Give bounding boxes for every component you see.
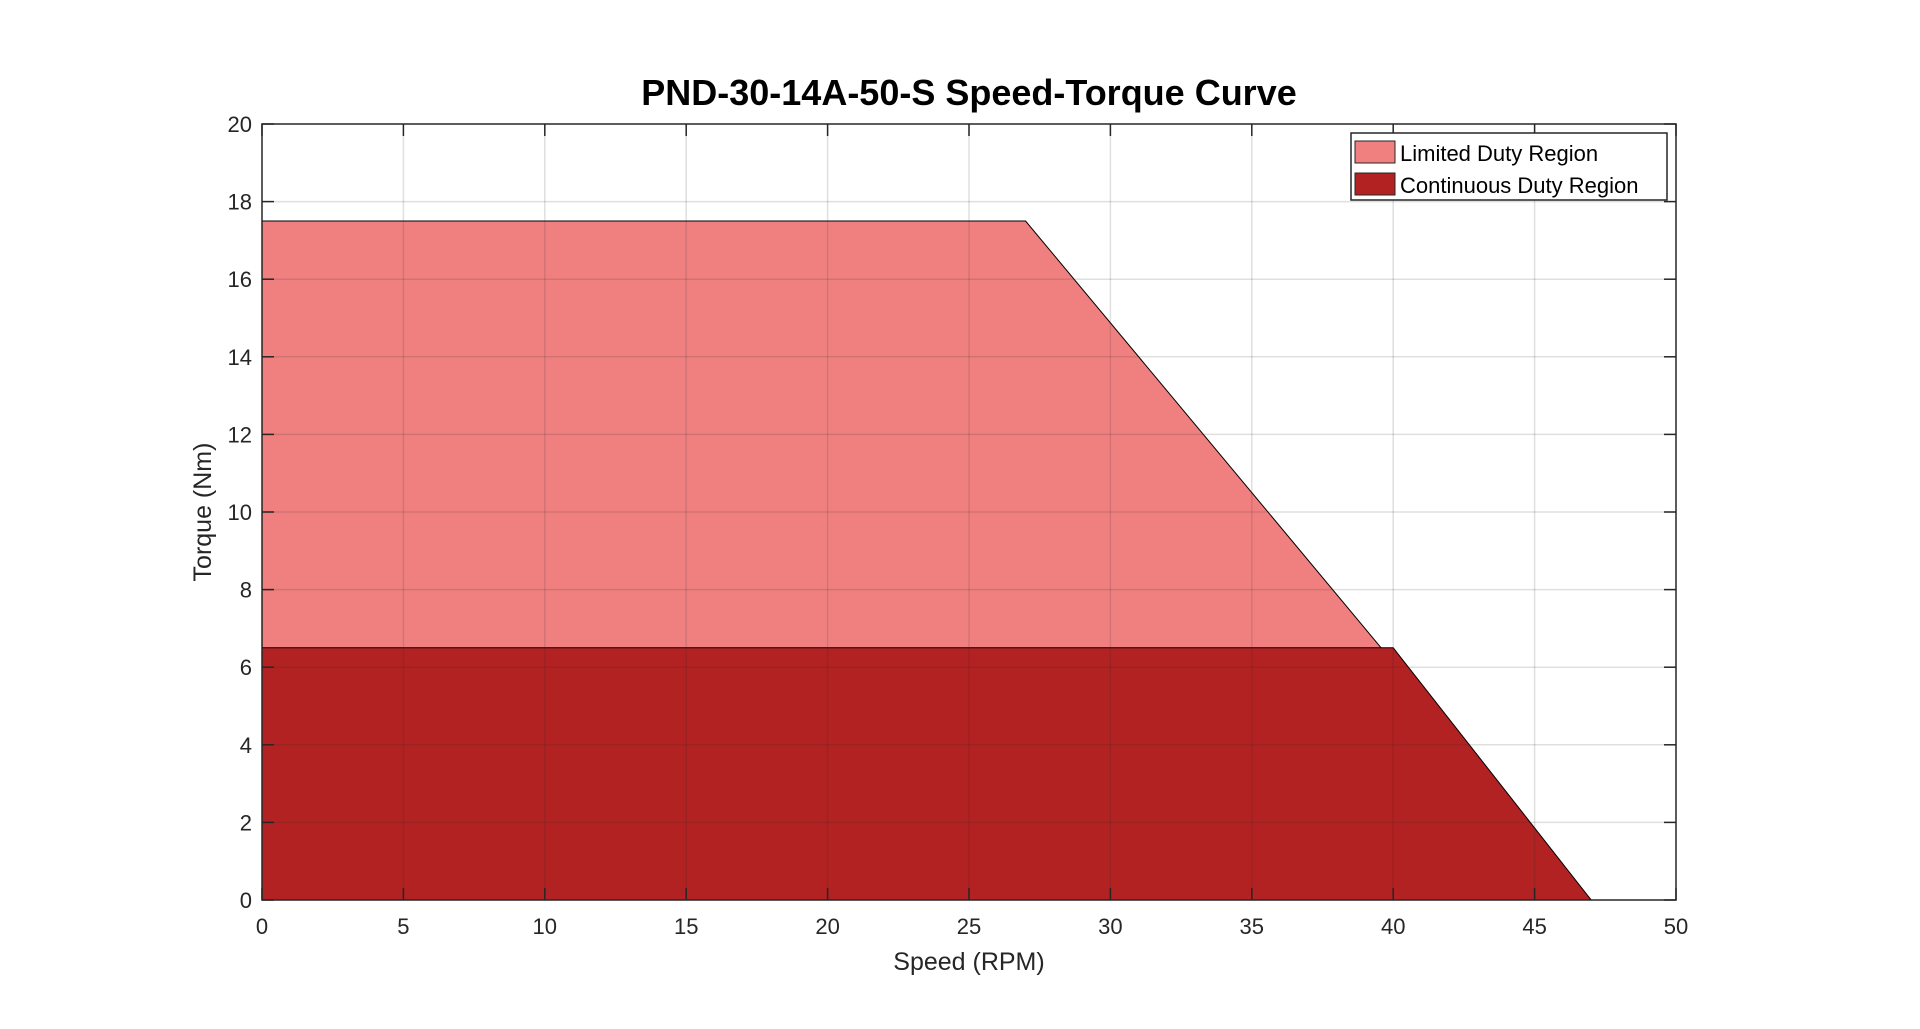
y-tick-label: 8: [240, 578, 252, 603]
x-axis-label: Speed (RPM): [893, 948, 1044, 976]
y-tick-label: 18: [228, 190, 252, 215]
x-tick-label: 15: [674, 914, 698, 939]
y-tick-label: 12: [228, 422, 252, 447]
ticks-layer: 0 5 10 15 20 25 30 35 40 45 50 0 2 4 6 8 10 12 14 16 18 20: [228, 112, 1689, 939]
x-tick-label: 10: [533, 914, 557, 939]
grid-layer: [262, 124, 1676, 900]
y-axis-label: Torque (Nm): [189, 443, 217, 582]
x-tick-label: 5: [397, 914, 409, 939]
continuous-duty-region: [261, 647, 1593, 901]
legend-label-limited: Limited Duty Region: [1400, 141, 1598, 166]
y-tick-label: 20: [228, 112, 252, 137]
y-tick-label: 2: [240, 810, 252, 835]
y-tick-label: 0: [240, 888, 252, 913]
x-tick-label: 0: [256, 914, 268, 939]
x-tick-label: 30: [1098, 914, 1122, 939]
y-tick-label: 6: [240, 655, 252, 680]
x-tick-label: 50: [1664, 914, 1688, 939]
legend-box: [1350, 132, 1668, 201]
regions-layer: [261, 220, 1593, 901]
x-tick-label: 20: [815, 914, 839, 939]
x-tick-label: 45: [1522, 914, 1546, 939]
legend: Limited Duty Region Continuous Duty Regi…: [1350, 132, 1668, 201]
x-tick-label: 35: [1240, 914, 1264, 939]
y-tick-label: 10: [228, 500, 252, 525]
x-tick-label: 25: [957, 914, 981, 939]
legend-swatch-limited: [1354, 140, 1396, 164]
y-tick-label: 4: [240, 733, 252, 758]
legend-label-continuous: Continuous Duty Region: [1400, 173, 1638, 198]
chart-title: PND-30-14A-50-S Speed-Torque Curve: [641, 72, 1297, 113]
legend-swatch-continuous: [1354, 172, 1396, 196]
x-tick-label: 40: [1381, 914, 1405, 939]
y-tick-label: 16: [228, 267, 252, 292]
y-tick-label: 14: [228, 345, 252, 370]
